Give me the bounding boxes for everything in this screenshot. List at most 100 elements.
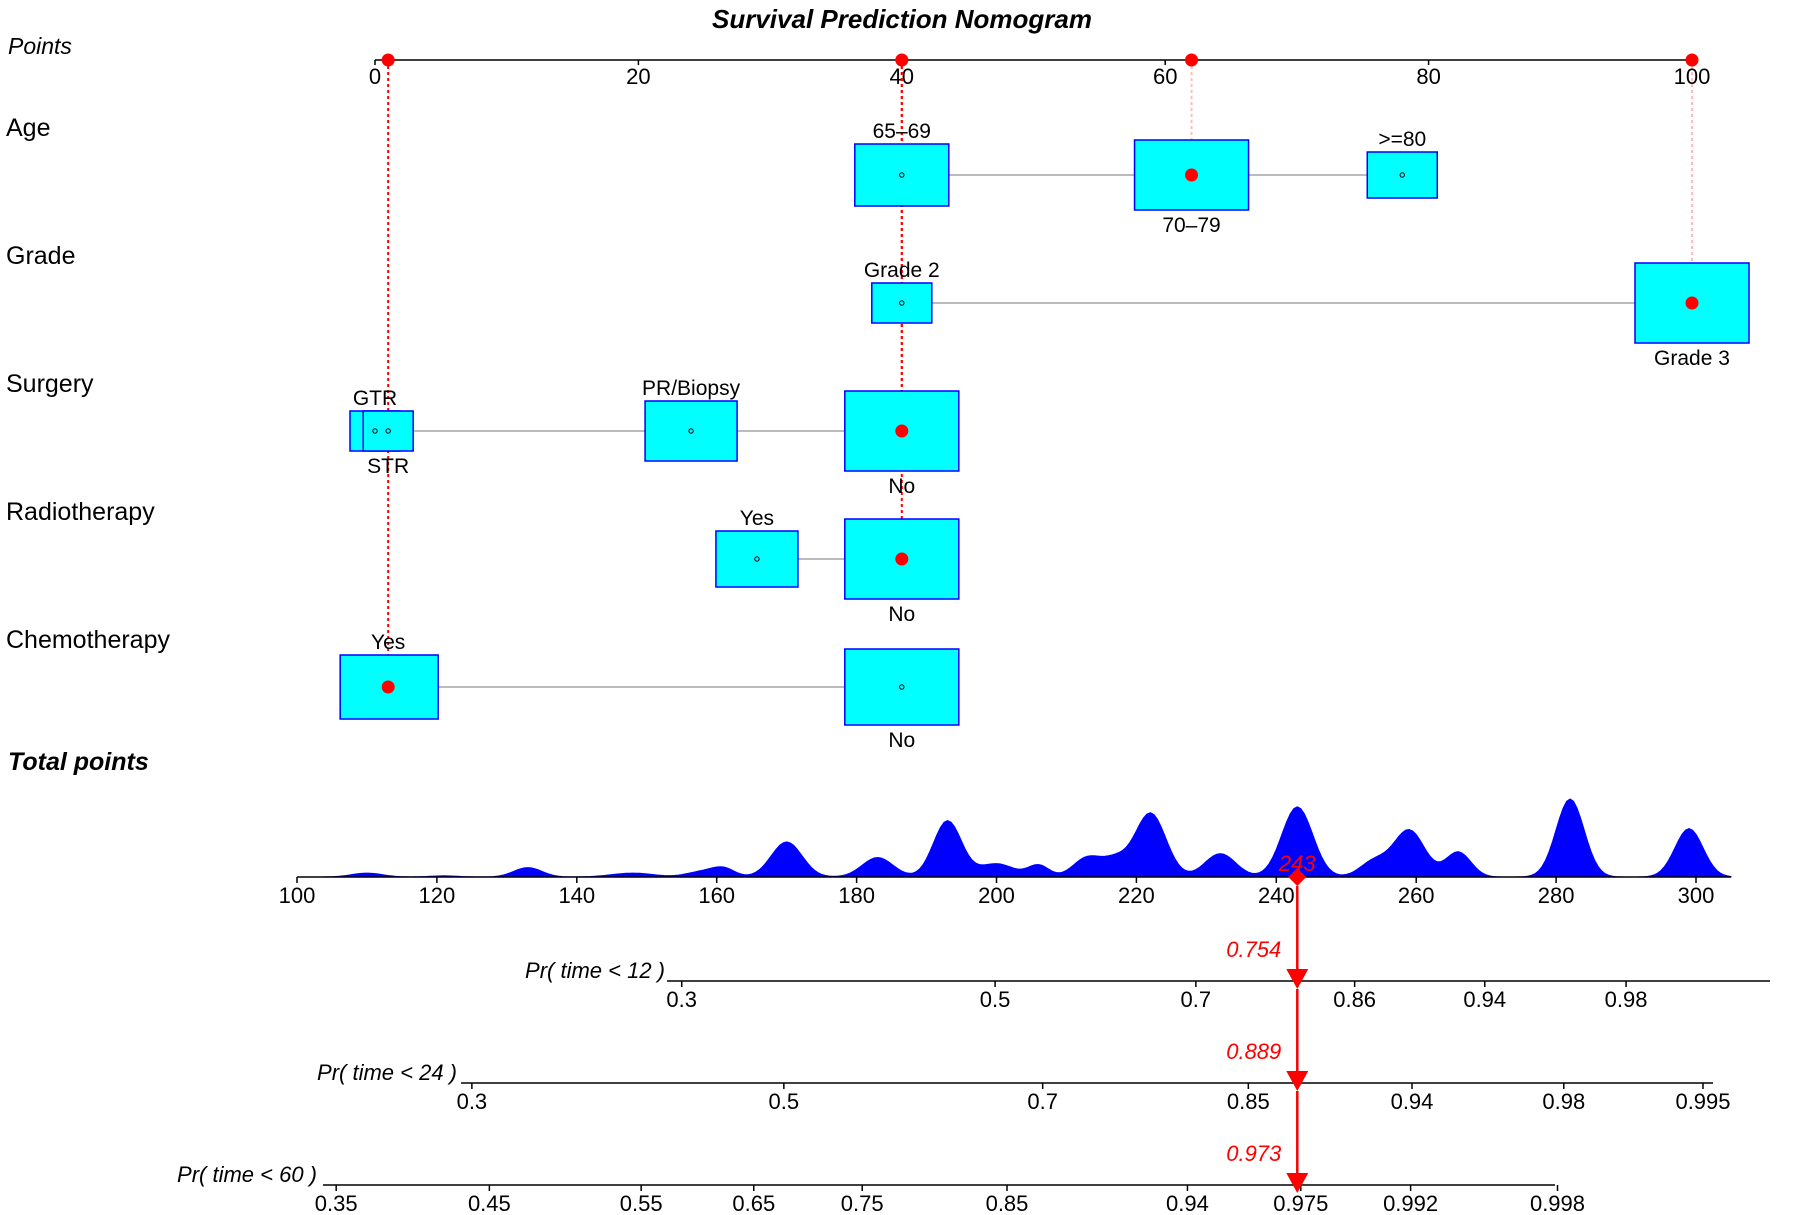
variable-label-surgery: Surgery [6,370,94,398]
level-label: STR [367,455,409,478]
probability-tick-label: 0.45 [468,1191,511,1215]
probability-value-label: 0.973 [1226,1141,1282,1166]
points-axis-label: Points [8,33,72,59]
total-points-tick-label: 300 [1678,883,1715,908]
label-layer: Age 65–69 70–79 >=80 Grade Grade 2 Grade 3 Surg… [6,114,1730,1187]
level-point [1399,172,1405,178]
probability-tick-label: 0.3 [457,1089,488,1114]
level-point [899,172,905,178]
probability-tick-label: 0.75 [841,1191,884,1215]
probability-tick-label: 0.7 [1027,1089,1058,1114]
probability-value-label: 0.889 [1226,1039,1281,1064]
total-points-tick-label: 240 [1258,883,1295,908]
variable-label-grade: Grade [6,242,75,270]
probability-tick-label: 0.992 [1383,1191,1438,1215]
selected-marker [895,424,909,438]
selected-marker [1685,296,1699,310]
level-label: 65–69 [873,120,931,143]
level-box-radiotherapy-yes [715,530,799,588]
variable-label-chemotherapy: Chemotherapy [6,626,170,654]
points-tick-label: 80 [1416,64,1440,89]
level-point [385,428,391,434]
probability-tick-label: 0.86 [1333,987,1376,1012]
probability-axis-label: Pr( time < 12 ) [525,958,665,983]
probability-axis-label: Pr( time < 24 ) [317,1060,457,1085]
level-label: Grade 3 [1654,347,1730,370]
level-label: No [888,729,915,752]
selected-marker [1185,168,1199,182]
level-label: GTR [353,387,397,410]
level-label: Yes [371,631,405,654]
level-label: PR/Biopsy [642,377,741,400]
level-point [754,556,760,562]
variable-label-radiotherapy: Radiotherapy [6,498,155,526]
probability-tick-label: 0.35 [315,1191,358,1215]
probability-tick-label: 0.94 [1463,987,1506,1012]
level-label: Grade 2 [864,259,940,282]
total-points-label: Total points [8,748,149,776]
level-label: No [888,475,915,498]
connector-layer [375,174,1692,688]
probability-marker [1286,969,1309,989]
total-points-tick-label: 100 [279,883,316,908]
selected-marker [381,680,395,694]
probability-tick-label: 0.7 [1181,987,1212,1012]
probability-tick-label: 0.94 [1391,1089,1434,1114]
level-label: No [888,603,915,626]
total-points-tick-label: 180 [838,883,875,908]
marker-layer: 243 0.754 0.889 0.973 [372,53,1699,1193]
probability-tick-label: 0.94 [1166,1191,1209,1215]
level-box-surgery-str [362,410,414,452]
total-points-value-label: 243 [1278,851,1316,876]
selected-marker [895,552,909,566]
level-box-surgery-pr-biopsy [644,400,738,462]
points-tick-label: 60 [1153,64,1177,89]
density-layer [297,798,1732,878]
probability-tick-label: 0.3 [666,987,697,1012]
probability-axis-label: Pr( time < 60 ) [177,1162,317,1187]
points-axis-marker [1185,53,1199,67]
level-label: 70–79 [1162,214,1220,237]
probability-tick-label: 0.55 [620,1191,663,1215]
level-point [899,684,905,690]
probability-marker [1286,1173,1309,1193]
level-label: >=80 [1378,128,1426,151]
probability-tick-label: 0.98 [1542,1089,1585,1114]
probability-tick-label: 0.5 [980,987,1011,1012]
level-box-age-80 [1366,151,1439,199]
probability-tick-label: 0.85 [1227,1089,1270,1114]
points-tick-label: 100 [1674,64,1711,89]
total-points-tick-label: 280 [1538,883,1575,908]
total-points-marker [1288,868,1307,886]
probability-tick-label: 0.975 [1273,1191,1328,1215]
probability-tick-label: 0.995 [1675,1089,1730,1114]
points-axis-marker [381,53,395,67]
points-tick-label: 20 [626,64,650,89]
level-box-grade-grade-2 [871,282,933,324]
total-points-tick-label: 160 [698,883,735,908]
level-box-chemotherapy-no [844,648,960,726]
probability-marker [1286,1071,1309,1091]
total-points-density [297,798,1732,878]
probability-tick-label: 0.5 [769,1089,800,1114]
points-tick-label: 0 [369,64,381,89]
level-box-age-65-69 [854,143,950,207]
level-label: Yes [740,507,774,530]
points-axis-marker [1685,53,1699,67]
level-box-layer [339,139,1750,726]
variable-label-age: Age [6,114,50,142]
total-points-tick-label: 220 [1118,883,1155,908]
guide-line-layer [387,60,1693,687]
points-axis-marker [895,53,909,67]
level-point [688,428,694,434]
level-point [899,300,905,306]
level-point [372,428,378,434]
total-points-tick-label: 200 [978,883,1015,908]
probability-tick-label: 0.65 [732,1191,775,1215]
probability-tick-label: 0.998 [1530,1191,1585,1215]
total-points-tick-label: 260 [1398,883,1435,908]
chart-title: Survival Prediction Nomogram [712,4,1092,34]
total-points-tick-label: 140 [558,883,595,908]
